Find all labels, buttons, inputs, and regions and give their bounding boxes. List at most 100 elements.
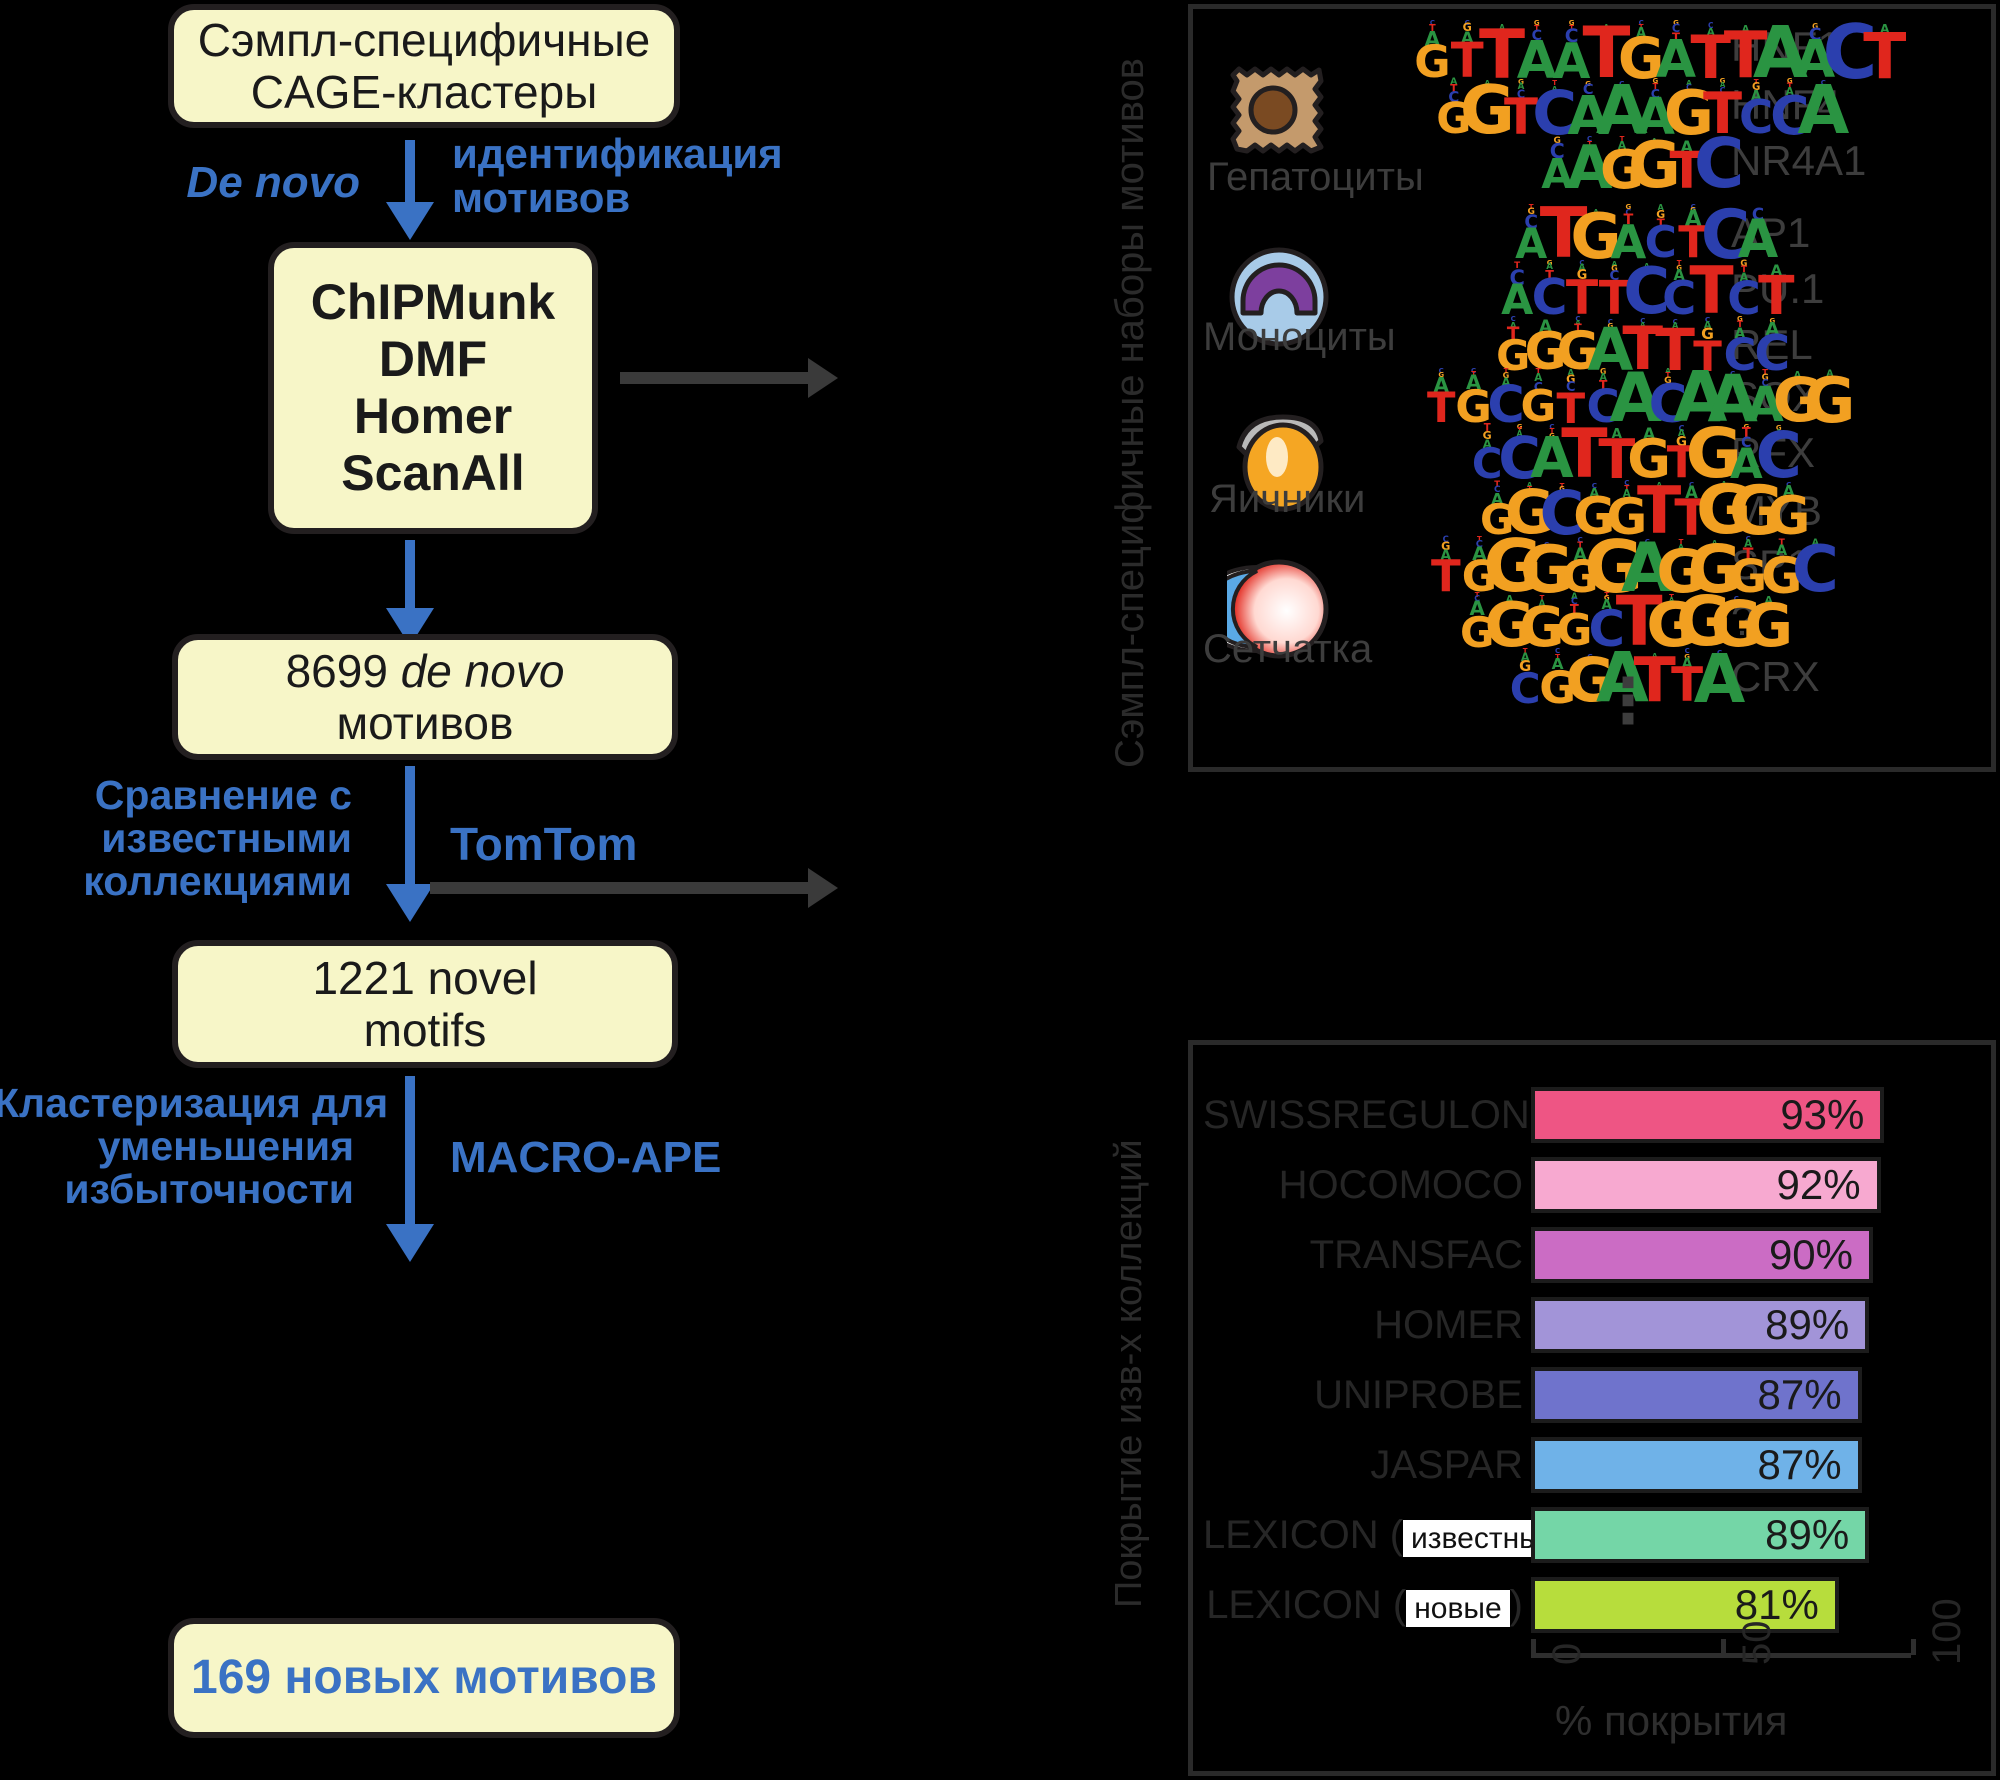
logo-base: T xyxy=(1514,261,1521,272)
logo-base: C xyxy=(1672,317,1678,326)
logo-base: C xyxy=(1609,269,1620,285)
logo-base: G xyxy=(1585,79,1592,88)
logo-base: T xyxy=(1623,212,1634,229)
logo-base: A xyxy=(1684,206,1702,233)
cell-label-hepatocytes: Гепатоциты xyxy=(1207,155,1424,199)
motif-name-pu1: PU.1 xyxy=(1731,265,1825,312)
logo-base: G xyxy=(1599,367,1607,377)
tool-dmf: DMF xyxy=(378,331,488,387)
logo-base: A xyxy=(1520,650,1530,664)
logo-base: C xyxy=(1688,480,1695,489)
logo-base: G xyxy=(1751,82,1761,94)
logo-base: T xyxy=(1762,367,1768,378)
logo-base: A xyxy=(1744,537,1753,550)
logo-base: A xyxy=(1785,85,1794,98)
arrow-comparison-to-coverage-panel xyxy=(430,868,840,908)
logo-base: T xyxy=(1494,479,1501,490)
logo-base: G xyxy=(1664,375,1672,387)
logo-base: G xyxy=(1675,582,1732,662)
node-denovo-motifs: 8699 de novo мотивов xyxy=(172,634,678,760)
logo-base: A xyxy=(1541,150,1574,199)
logo-base: G xyxy=(1504,478,1555,549)
x-axis-tick xyxy=(1911,1639,1916,1655)
comparison-line-1: Сравнение с xyxy=(94,772,352,818)
logo-base: A xyxy=(1782,481,1795,500)
logo-base: C xyxy=(1587,135,1593,144)
logo-base: G xyxy=(1740,259,1748,270)
logo-base: A xyxy=(1575,318,1581,327)
bar-value-label: 89% xyxy=(1765,1301,1850,1348)
coverage-bar: 87% xyxy=(1531,1437,1862,1493)
logo-base: C xyxy=(1588,599,1626,658)
logo-base: G xyxy=(1496,330,1531,380)
logo-base: C xyxy=(1539,477,1585,549)
logo-base: G xyxy=(1484,589,1535,661)
arrow-tools-to-motif-panel xyxy=(620,358,840,398)
logo-base: C xyxy=(1693,124,1745,205)
logo-base: A xyxy=(1655,30,1697,91)
logo-base: C xyxy=(1564,26,1579,48)
logo-base: A xyxy=(1686,79,1692,88)
logo-base: C xyxy=(1808,25,1822,46)
logo-base: G xyxy=(1743,423,1750,432)
logo-base: C xyxy=(1474,594,1481,604)
logo-base: G xyxy=(1772,366,1823,437)
logo-base: A xyxy=(1567,367,1574,378)
logo-base: G xyxy=(1459,71,1515,150)
logo-base: G xyxy=(1549,431,1555,440)
logo-base: A xyxy=(1578,263,1586,274)
bar-value-label: 90% xyxy=(1768,1231,1853,1278)
logo-base: C xyxy=(1723,328,1757,381)
arrow-label-clustering: Кластеризация для уменьшения избыточност… xyxy=(0,1080,389,1211)
logo-base: A xyxy=(1599,371,1607,383)
logo-base: A xyxy=(1640,321,1646,330)
logo-base: G xyxy=(1519,595,1565,660)
logo-base: T xyxy=(1556,383,1586,433)
coverage-bar: 89% xyxy=(1531,1297,1870,1353)
x-axis-tick-label: 100 xyxy=(1925,1598,1969,1665)
logo-base: T xyxy=(1671,29,1680,44)
logo-base: T xyxy=(1619,135,1625,144)
logo-base: G xyxy=(1455,380,1492,433)
logo-base: G xyxy=(1482,429,1492,443)
logo-base: C xyxy=(1686,83,1692,93)
logo-base: T xyxy=(1741,425,1751,441)
logo-base: G xyxy=(1744,591,1794,660)
denovo-count: 8699 xyxy=(285,644,401,697)
logo-base: A xyxy=(1665,367,1671,376)
logo-base: C xyxy=(1708,21,1714,31)
ovary-icon xyxy=(1229,405,1331,515)
logo-base: A xyxy=(1601,598,1612,614)
logo-base: T xyxy=(1622,314,1664,384)
logo-base: G xyxy=(1438,371,1445,380)
logo-base: T xyxy=(1758,264,1795,328)
logo-base: G xyxy=(1568,19,1575,28)
logo-base: A xyxy=(1673,266,1685,284)
logo-base: G xyxy=(1611,264,1618,274)
logo-base: A xyxy=(1672,321,1679,331)
clustering-line-1: Кластеризация для xyxy=(0,1080,389,1126)
